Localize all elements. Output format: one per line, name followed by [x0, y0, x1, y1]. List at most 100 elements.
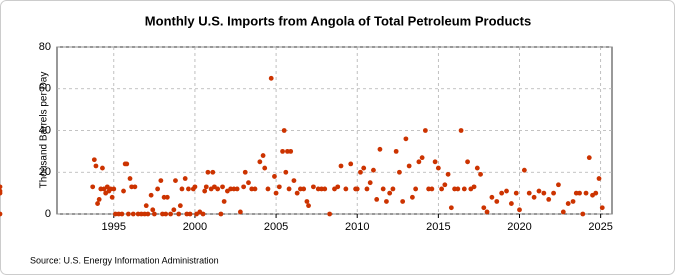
data-point — [455, 186, 461, 192]
data-point — [0, 184, 3, 190]
data-point — [358, 169, 363, 175]
data-point — [517, 207, 522, 213]
data-point — [272, 174, 277, 179]
data-point — [273, 190, 279, 196]
data-point — [260, 153, 266, 158]
data-point — [173, 178, 178, 184]
data-point — [390, 186, 396, 192]
data-point — [354, 186, 360, 192]
data-point — [327, 211, 333, 217]
y-tick-label: 40 — [39, 124, 51, 136]
data-point — [489, 194, 495, 200]
data-point — [95, 201, 100, 206]
data-point — [124, 161, 130, 167]
x-tick-label: 2000 — [183, 221, 207, 233]
data-point — [0, 188, 3, 194]
y-tick-label: 0 — [45, 208, 51, 220]
data-point — [409, 194, 415, 200]
data-point — [380, 186, 386, 192]
data-point — [187, 211, 193, 217]
data-point — [155, 186, 161, 192]
data-point — [377, 146, 383, 152]
data-point — [205, 169, 211, 175]
data-point — [397, 169, 402, 175]
data-point — [439, 186, 445, 192]
data-point — [565, 201, 571, 206]
data-point — [252, 186, 258, 192]
y-tick-label: 80 — [39, 41, 51, 53]
data-point — [262, 165, 268, 171]
data-point — [96, 196, 102, 202]
data-point — [171, 207, 177, 213]
data-point — [301, 186, 307, 192]
data-point — [294, 190, 300, 196]
data-point — [384, 199, 389, 204]
data-point — [481, 205, 487, 211]
data-point — [192, 184, 198, 190]
data-point — [599, 205, 605, 211]
data-point — [109, 194, 115, 200]
data-point — [0, 211, 3, 217]
data-point — [281, 128, 287, 133]
data-point — [215, 186, 221, 192]
data-point — [151, 211, 157, 217]
data-point — [234, 186, 240, 192]
data-point — [471, 184, 477, 190]
data-point — [221, 199, 227, 204]
data-point — [551, 190, 556, 196]
data-point — [580, 211, 586, 217]
data-point — [335, 184, 341, 190]
data-point — [546, 196, 552, 202]
data-point — [445, 171, 451, 177]
data-point — [474, 165, 480, 171]
data-point — [119, 211, 125, 217]
data-point — [265, 186, 271, 192]
data-point — [246, 180, 251, 186]
data-point — [127, 176, 133, 181]
data-point — [186, 186, 191, 192]
chart-title: Monthly U.S. Imports from Angola of Tota… — [145, 13, 531, 28]
data-point — [541, 190, 547, 196]
data-point — [176, 211, 182, 217]
data-point — [179, 186, 185, 192]
data-point — [348, 161, 354, 167]
data-point — [583, 190, 589, 196]
data-point — [150, 207, 156, 213]
data-point — [393, 148, 399, 154]
data-point — [406, 163, 412, 169]
data-point — [560, 209, 566, 215]
data-point — [121, 188, 126, 194]
data-point — [413, 186, 419, 192]
data-point — [422, 128, 428, 133]
data-point — [203, 184, 209, 190]
data-point — [596, 176, 602, 181]
x-tick-label: 2005 — [264, 221, 288, 233]
data-point — [130, 211, 136, 217]
data-point — [448, 205, 454, 211]
data-point — [531, 194, 537, 200]
data-point — [458, 128, 464, 133]
data-point — [283, 169, 289, 175]
data-point — [371, 167, 376, 173]
data-point — [100, 165, 105, 171]
data-point — [403, 136, 409, 142]
data-point — [416, 159, 422, 165]
data-point — [593, 190, 599, 196]
data-point — [586, 155, 592, 161]
y-tick-label: 60 — [39, 83, 51, 95]
x-tick-label: 2010 — [345, 221, 369, 233]
data-point — [268, 75, 274, 81]
data-point — [93, 163, 99, 169]
data-point — [237, 209, 243, 215]
x-tick-label: 2015 — [426, 221, 450, 233]
data-point — [429, 186, 435, 192]
data-point — [132, 184, 138, 190]
x-tick-label: 1995 — [102, 221, 126, 233]
data-point — [111, 186, 117, 192]
data-point — [435, 165, 441, 171]
data-point — [291, 178, 297, 184]
data-point — [400, 199, 406, 204]
data-point — [220, 184, 225, 190]
data-point — [338, 163, 344, 169]
